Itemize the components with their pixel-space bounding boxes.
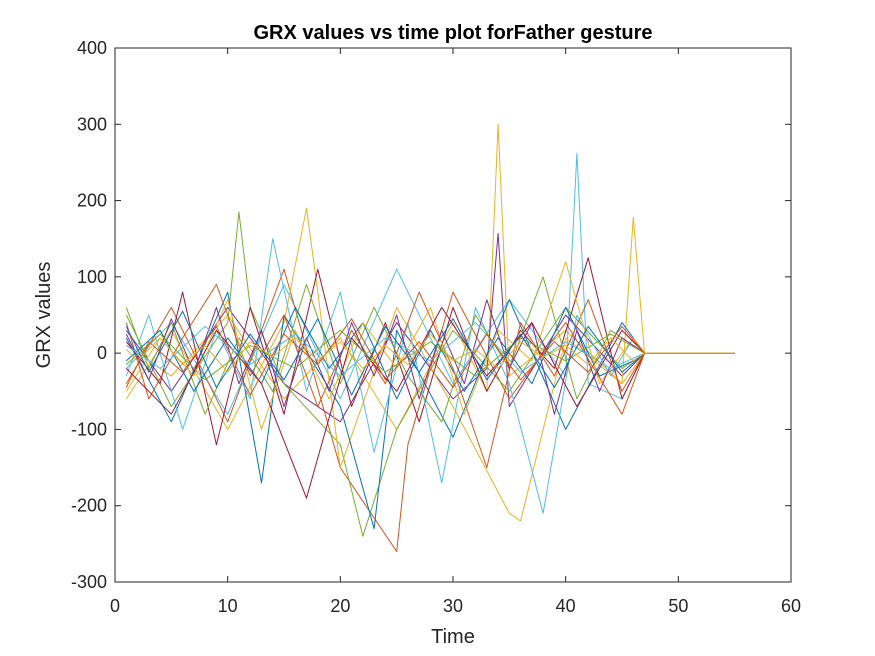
series-line-16: [126, 322, 735, 377]
y-axis: -300 -200 -100 0 100 200 300 400: [71, 38, 791, 592]
series-line-8: [125, 257, 735, 446]
x-tick-label: 50: [668, 596, 688, 616]
plot-area: [115, 48, 791, 582]
x-axis-label: Time: [431, 626, 475, 648]
series-line-18: [125, 310, 735, 396]
series-line-17: [125, 329, 735, 381]
y-tick-label: -300: [71, 572, 107, 592]
y-tick-label: -200: [71, 496, 107, 516]
y-tick-label: -100: [71, 419, 107, 439]
y-tick-label: 100: [77, 267, 107, 287]
series-line-19: [125, 318, 735, 396]
series-line-6: [125, 207, 735, 522]
series-layer: [125, 123, 735, 552]
y-tick-label: 400: [77, 38, 107, 58]
x-tick-label: 40: [556, 596, 576, 616]
x-tick-label: 20: [330, 596, 350, 616]
chart-title: GRX values vs time plot forFather gestur…: [254, 22, 653, 44]
y-axis-label: GRX values: [33, 262, 55, 369]
series-line-3: [125, 232, 735, 423]
x-tick-label: 0: [110, 596, 120, 616]
x-tick-label: 60: [781, 596, 801, 616]
x-tick-label: 10: [218, 596, 238, 616]
series-line-13: [125, 261, 735, 430]
y-tick-label: 200: [77, 191, 107, 211]
y-tick-label: 0: [97, 343, 107, 363]
series-line-20: [125, 333, 735, 373]
y-tick-label: 300: [77, 114, 107, 134]
series-line-4: [125, 268, 735, 552]
x-tick-label: 30: [443, 596, 463, 616]
series-line-12: [125, 284, 735, 469]
x-axis: 0 10 20 30 40 50 60: [110, 48, 801, 616]
